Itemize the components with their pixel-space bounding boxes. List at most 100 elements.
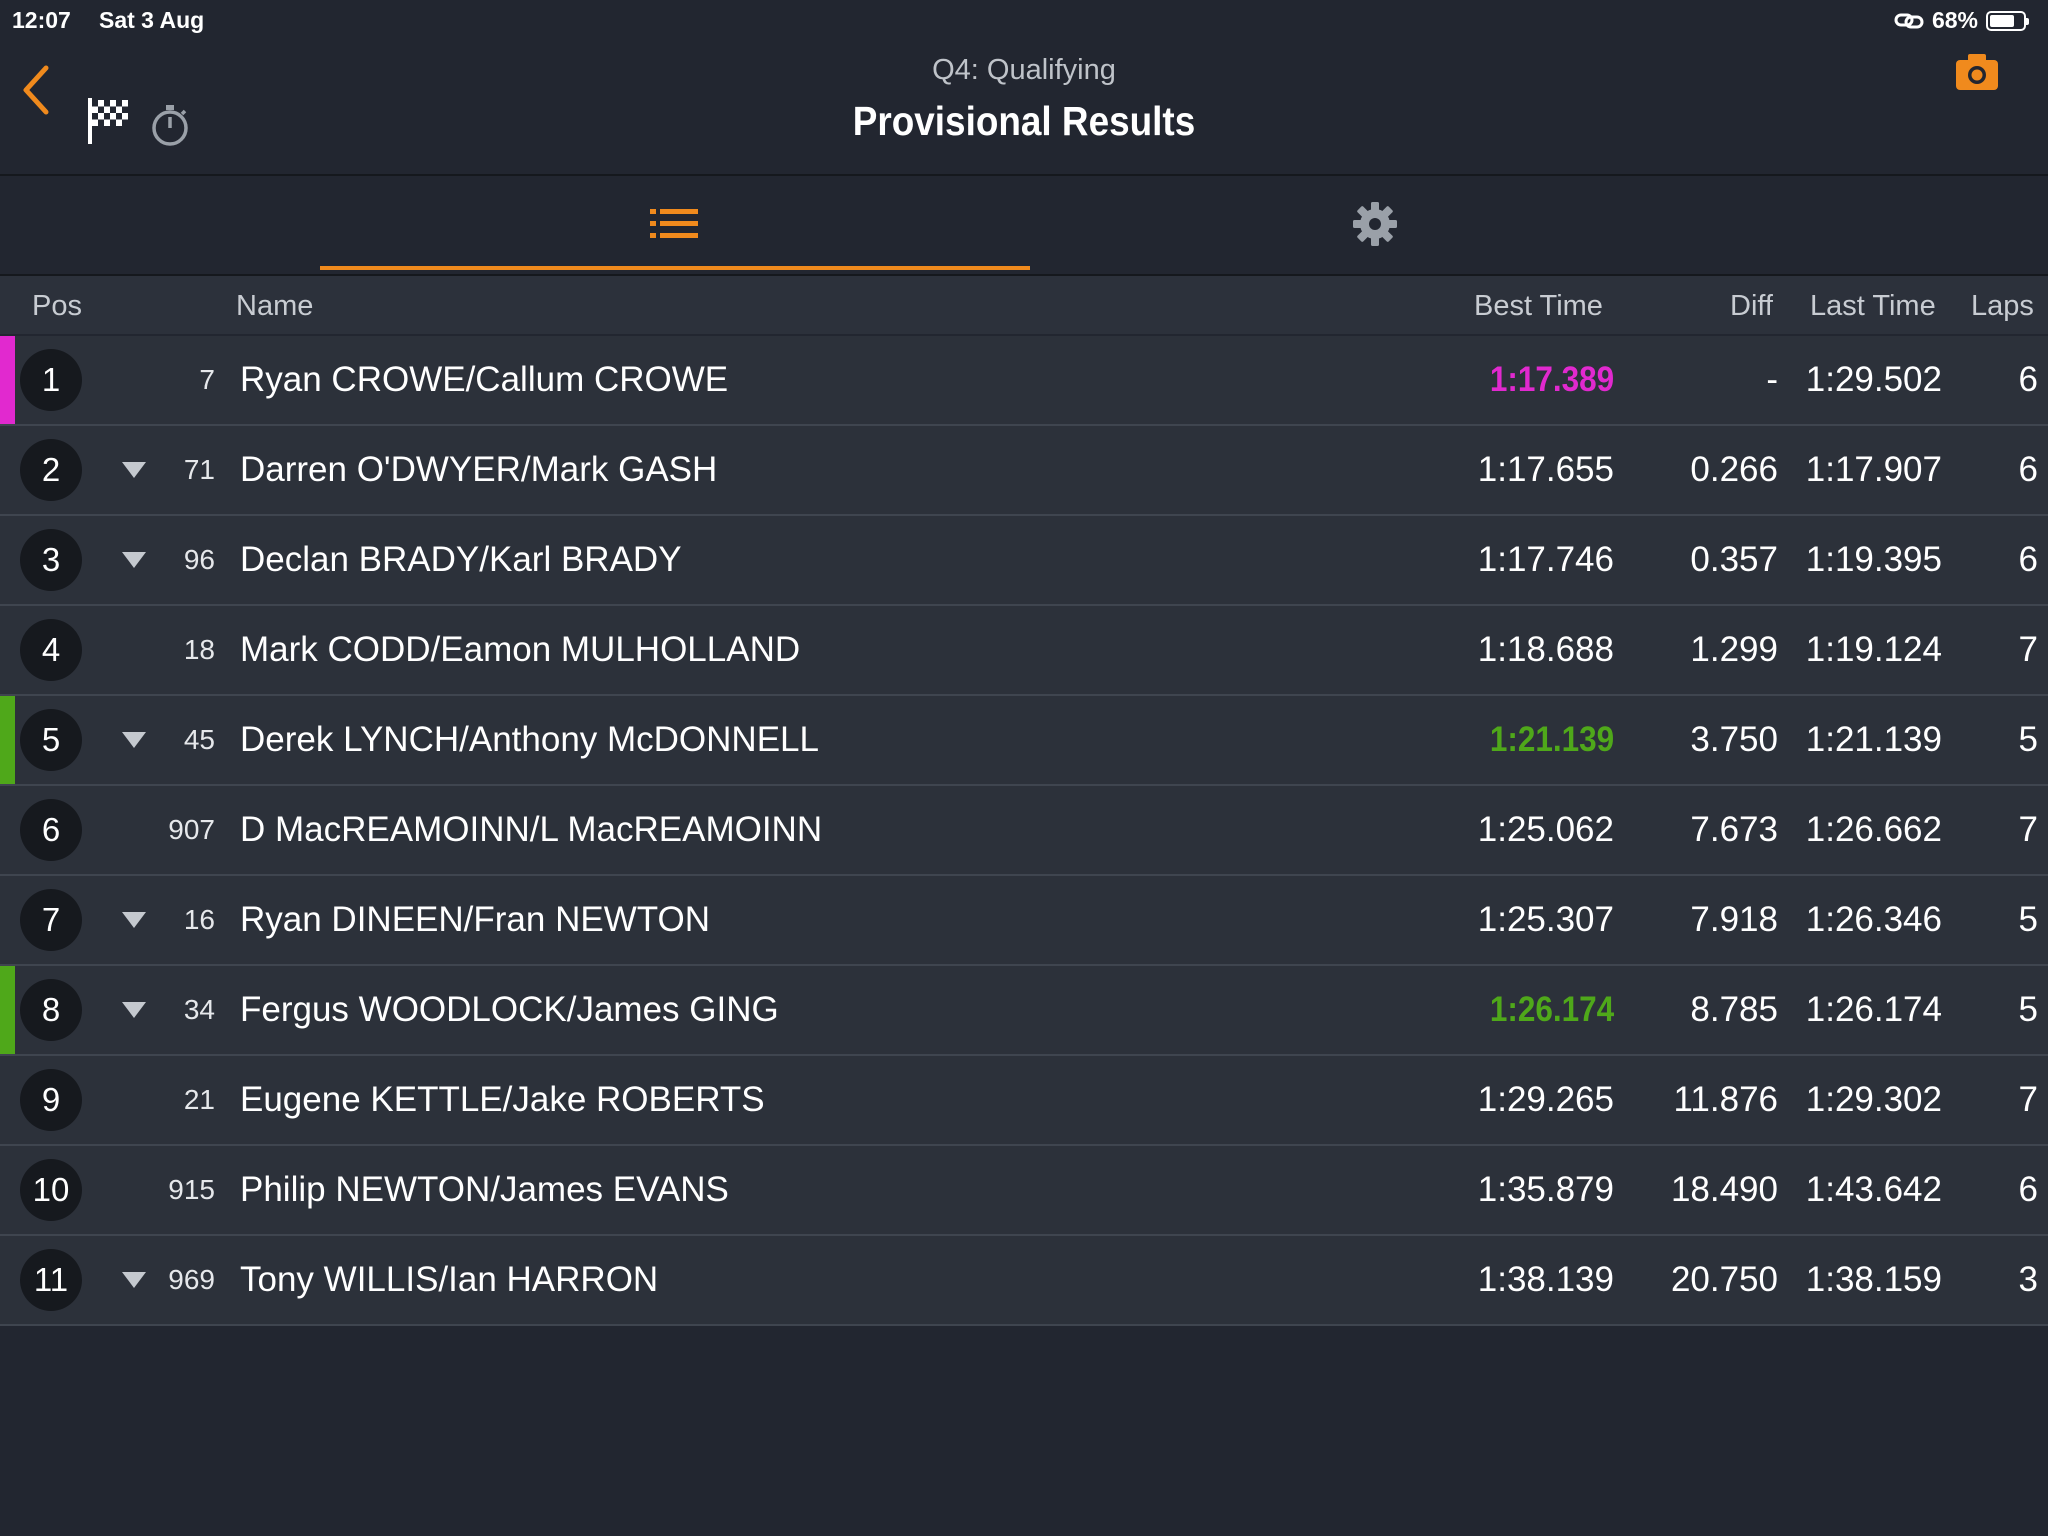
highlight-stripe	[0, 336, 15, 424]
last-time: 1:26.662	[1805, 810, 1942, 849]
best-time: 1:18.688	[1477, 630, 1614, 669]
car-number: 18	[183, 634, 215, 665]
driver-name: Derek LYNCH/Anthony McDONNELL	[240, 720, 819, 759]
diff-time: 7.673	[1690, 810, 1778, 849]
driver-name: Tony WILLIS/Ian HARRON	[240, 1260, 659, 1299]
position-down-icon	[122, 462, 146, 478]
table-row[interactable]: 7 16 Ryan DINEEN/Fran NEWTON 1:25.307 7.918 1…	[0, 876, 2048, 966]
results-table: 1 7 Ryan CROWE/Callum CROWE 1:17.389 -1:29.5…	[0, 336, 2048, 1326]
table-row[interactable]: 9 21 Eugene KETTLE/Jake ROBERTS 1:29.265 11.…	[0, 1056, 2048, 1146]
last-time: 1:26.174	[1805, 990, 1942, 1029]
laps-count: 5	[2018, 990, 2038, 1029]
driver-name: Fergus WOODLOCK/James GING	[240, 990, 779, 1029]
page-title: Provisional Results	[852, 98, 1196, 144]
diff-time: 3.750	[1690, 720, 1778, 759]
laps-count: 5	[2018, 720, 2038, 759]
diff-time: 7.918	[1690, 900, 1778, 939]
car-number: 71	[183, 454, 215, 485]
table-row[interactable]: 2 71 Darren O'DWYER/Mark GASH 1:17.655 0.266…	[0, 426, 2048, 516]
status-right: 68%	[1894, 7, 2029, 34]
car-number: 907	[168, 814, 215, 845]
driver-name: D MacREAMOINN/L MacREAMOINN	[240, 810, 823, 849]
laps-count: 6	[2018, 1170, 2038, 1209]
camera-icon[interactable]	[1954, 50, 2000, 94]
col-pos[interactable]: Pos	[32, 290, 82, 322]
table-row[interactable]: 10 915 Philip NEWTON/James EVANS 1:35.879 18…	[0, 1146, 2048, 1236]
position-badge: 3	[20, 529, 82, 591]
last-time: 1:38.159	[1805, 1260, 1942, 1299]
last-time: 1:29.502	[1805, 360, 1942, 399]
position-down-icon	[122, 1272, 146, 1288]
tab-settings[interactable]	[1020, 176, 1730, 272]
diff-time: 11.876	[1673, 1080, 1778, 1119]
table-row[interactable]: 1 7 Ryan CROWE/Callum CROWE 1:17.389 -1:29.5…	[0, 336, 2048, 426]
best-time: 1:17.655	[1477, 450, 1614, 489]
position-badge: 5	[20, 709, 82, 771]
best-time: 1:17.746	[1477, 540, 1614, 579]
table-row[interactable]: 6 907 D MacREAMOINN/L MacREAMOINN 1:25.062 7…	[0, 786, 2048, 876]
car-number: 969	[168, 1264, 215, 1295]
car-number: 96	[183, 544, 215, 575]
best-time: 1:25.062	[1477, 810, 1614, 849]
table-row[interactable]: 11 969 Tony WILLIS/Ian HARRON 1:38.139 20.75…	[0, 1236, 2048, 1326]
best-time: 1:29.265	[1477, 1080, 1614, 1119]
battery-icon	[1986, 10, 2029, 31]
tab-results[interactable]	[320, 176, 1030, 272]
active-tab-indicator	[320, 266, 1030, 270]
table-row[interactable]: 8 34 Fergus WOODLOCK/James GING 1:26.174 8.7…	[0, 966, 2048, 1056]
stopwatch-icon[interactable]	[148, 102, 192, 148]
battery-percent: 68%	[1931, 7, 1978, 33]
best-time: 1:21.139	[1489, 720, 1614, 759]
table-row[interactable]: 4 18 Mark CODD/Eamon MULHOLLAND 1:18.688 1.2…	[0, 606, 2048, 696]
position-badge: 2	[20, 439, 82, 501]
position-badge: 4	[20, 619, 82, 681]
back-chevron-icon[interactable]	[16, 60, 56, 120]
best-time: 1:38.139	[1477, 1260, 1614, 1299]
position-down-icon	[122, 732, 146, 748]
last-time: 1:19.124	[1805, 630, 1942, 669]
diff-time: 8.785	[1690, 990, 1778, 1029]
last-time: 1:43.642	[1805, 1170, 1942, 1209]
position-badge: 8	[20, 979, 82, 1041]
diff-time: 18.490	[1670, 1170, 1778, 1209]
col-laps[interactable]: Laps	[1971, 290, 2034, 322]
best-time: 1:17.389	[1489, 360, 1614, 399]
status-time: 12:07	[12, 7, 71, 33]
car-number: 34	[183, 994, 215, 1025]
laps-count: 6	[2018, 360, 2038, 399]
last-time: 1:29.302	[1805, 1080, 1942, 1119]
diff-time: 0.357	[1690, 540, 1778, 579]
status-bar: 12:07 Sat 3 Aug 68%	[0, 0, 2048, 40]
diff-time: -	[1766, 360, 1778, 399]
gear-icon	[1353, 202, 1397, 246]
column-header-row: Pos Name Best Time Diff Last Time Laps	[0, 276, 2048, 334]
position-down-icon	[122, 912, 146, 928]
position-badge: 6	[20, 799, 82, 861]
position-badge: 7	[20, 889, 82, 951]
best-time: 1:35.879	[1477, 1170, 1614, 1209]
last-time: 1:26.346	[1805, 900, 1942, 939]
col-best-time[interactable]: Best Time	[1474, 290, 1603, 322]
highlight-stripe	[0, 966, 15, 1054]
tab-bar	[0, 176, 2048, 276]
checkered-flag-icon[interactable]	[86, 96, 130, 146]
col-last-time[interactable]: Last Time	[1810, 290, 1936, 322]
table-row[interactable]: 3 96 Declan BRADY/Karl BRADY 1:17.746 0.357 1…	[0, 516, 2048, 606]
car-number: 45	[183, 724, 215, 755]
diff-time: 1.299	[1690, 630, 1778, 669]
diff-time: 0.266	[1690, 450, 1778, 489]
col-diff[interactable]: Diff	[1730, 290, 1773, 322]
driver-name: Darren O'DWYER/Mark GASH	[240, 450, 718, 489]
driver-name: Ryan CROWE/Callum CROWE	[240, 360, 729, 399]
car-number: 915	[168, 1174, 215, 1205]
position-badge: 11	[20, 1249, 82, 1311]
nav-bar: Q4: Qualifying Provisional Results	[0, 40, 2048, 176]
laps-count: 6	[2018, 540, 2038, 579]
table-row[interactable]: 5 45 Derek LYNCH/Anthony McDONNELL 1:21.139…	[0, 696, 2048, 786]
laps-count: 3	[2018, 1260, 2038, 1299]
car-number: 21	[183, 1084, 215, 1115]
car-number: 16	[183, 904, 215, 935]
col-name[interactable]: Name	[236, 290, 314, 322]
highlight-stripe	[0, 696, 15, 784]
session-subtitle: Q4: Qualifying	[932, 54, 1116, 86]
